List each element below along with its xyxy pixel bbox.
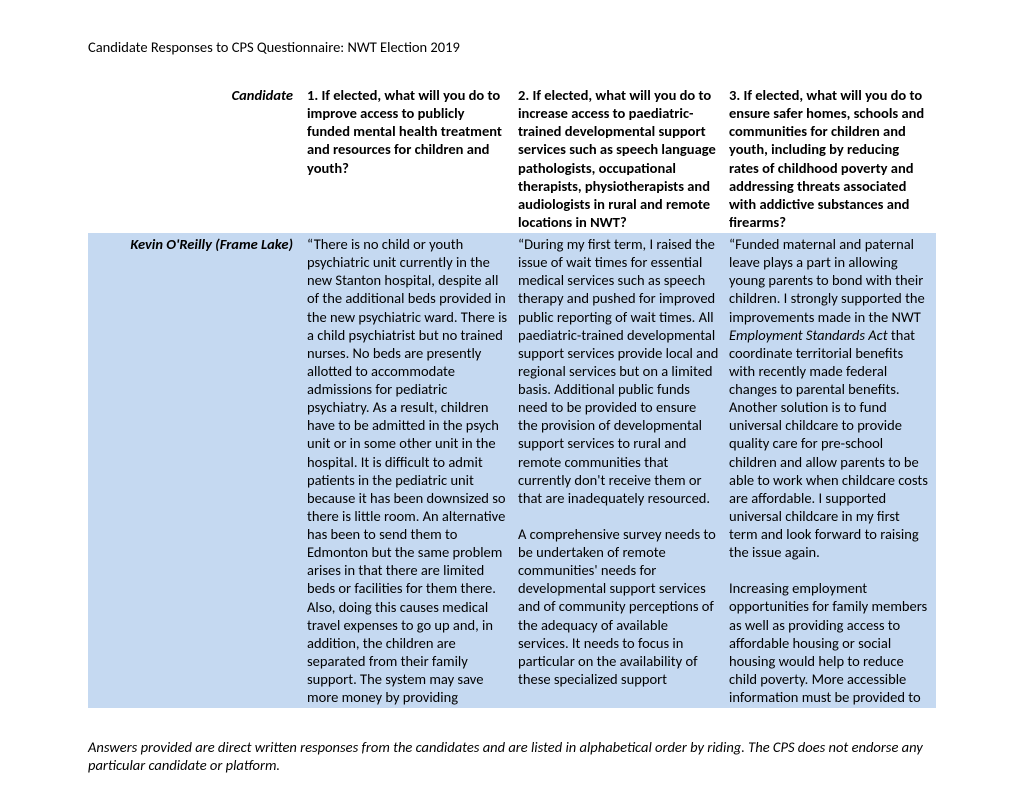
header-q3: 3. If elected, what will you do to ensur… [725,84,936,233]
document-page: Candidate Responses to CPS Questionnaire… [0,0,1020,805]
act-title: Employment Standards Act [729,326,888,344]
answer-text: “During my first term, I raised the issu… [518,235,719,507]
answer-text: A comprehensive survey needs to be under… [518,525,719,688]
answer-text: “Funded maternal and paternal leave play… [729,235,930,561]
answer-text-span: “Funded maternal and paternal leave play… [729,235,925,326]
responses-table: Candidate 1. If elected, what will you d… [88,84,936,708]
answer-text: Increasing employment opportunities for … [729,579,930,706]
answer-q1-cell: “There is no child or youth psychiatric … [303,233,514,708]
table-header-row: Candidate 1. If elected, what will you d… [88,84,936,233]
header-q1: 1. If elected, what will you do to impro… [303,84,514,233]
answer-q3-cell: “Funded maternal and paternal leave play… [725,233,936,708]
table-row: Kevin O'Reilly (Frame Lake) “There is no… [88,233,936,708]
answer-text: “There is no child or youth psychiatric … [307,235,508,706]
answer-q2-cell: “During my first term, I raised the issu… [514,233,725,708]
answer-text-span: that coordinate territorial benefits wit… [729,326,928,562]
footnote: Answers provided are direct written resp… [88,738,966,774]
header-q2: 2. If elected, what will you do to incre… [514,84,725,233]
header-candidate: Candidate [88,84,303,233]
document-title: Candidate Responses to CPS Questionnaire… [88,38,966,56]
candidate-name-cell: Kevin O'Reilly (Frame Lake) [88,233,303,708]
